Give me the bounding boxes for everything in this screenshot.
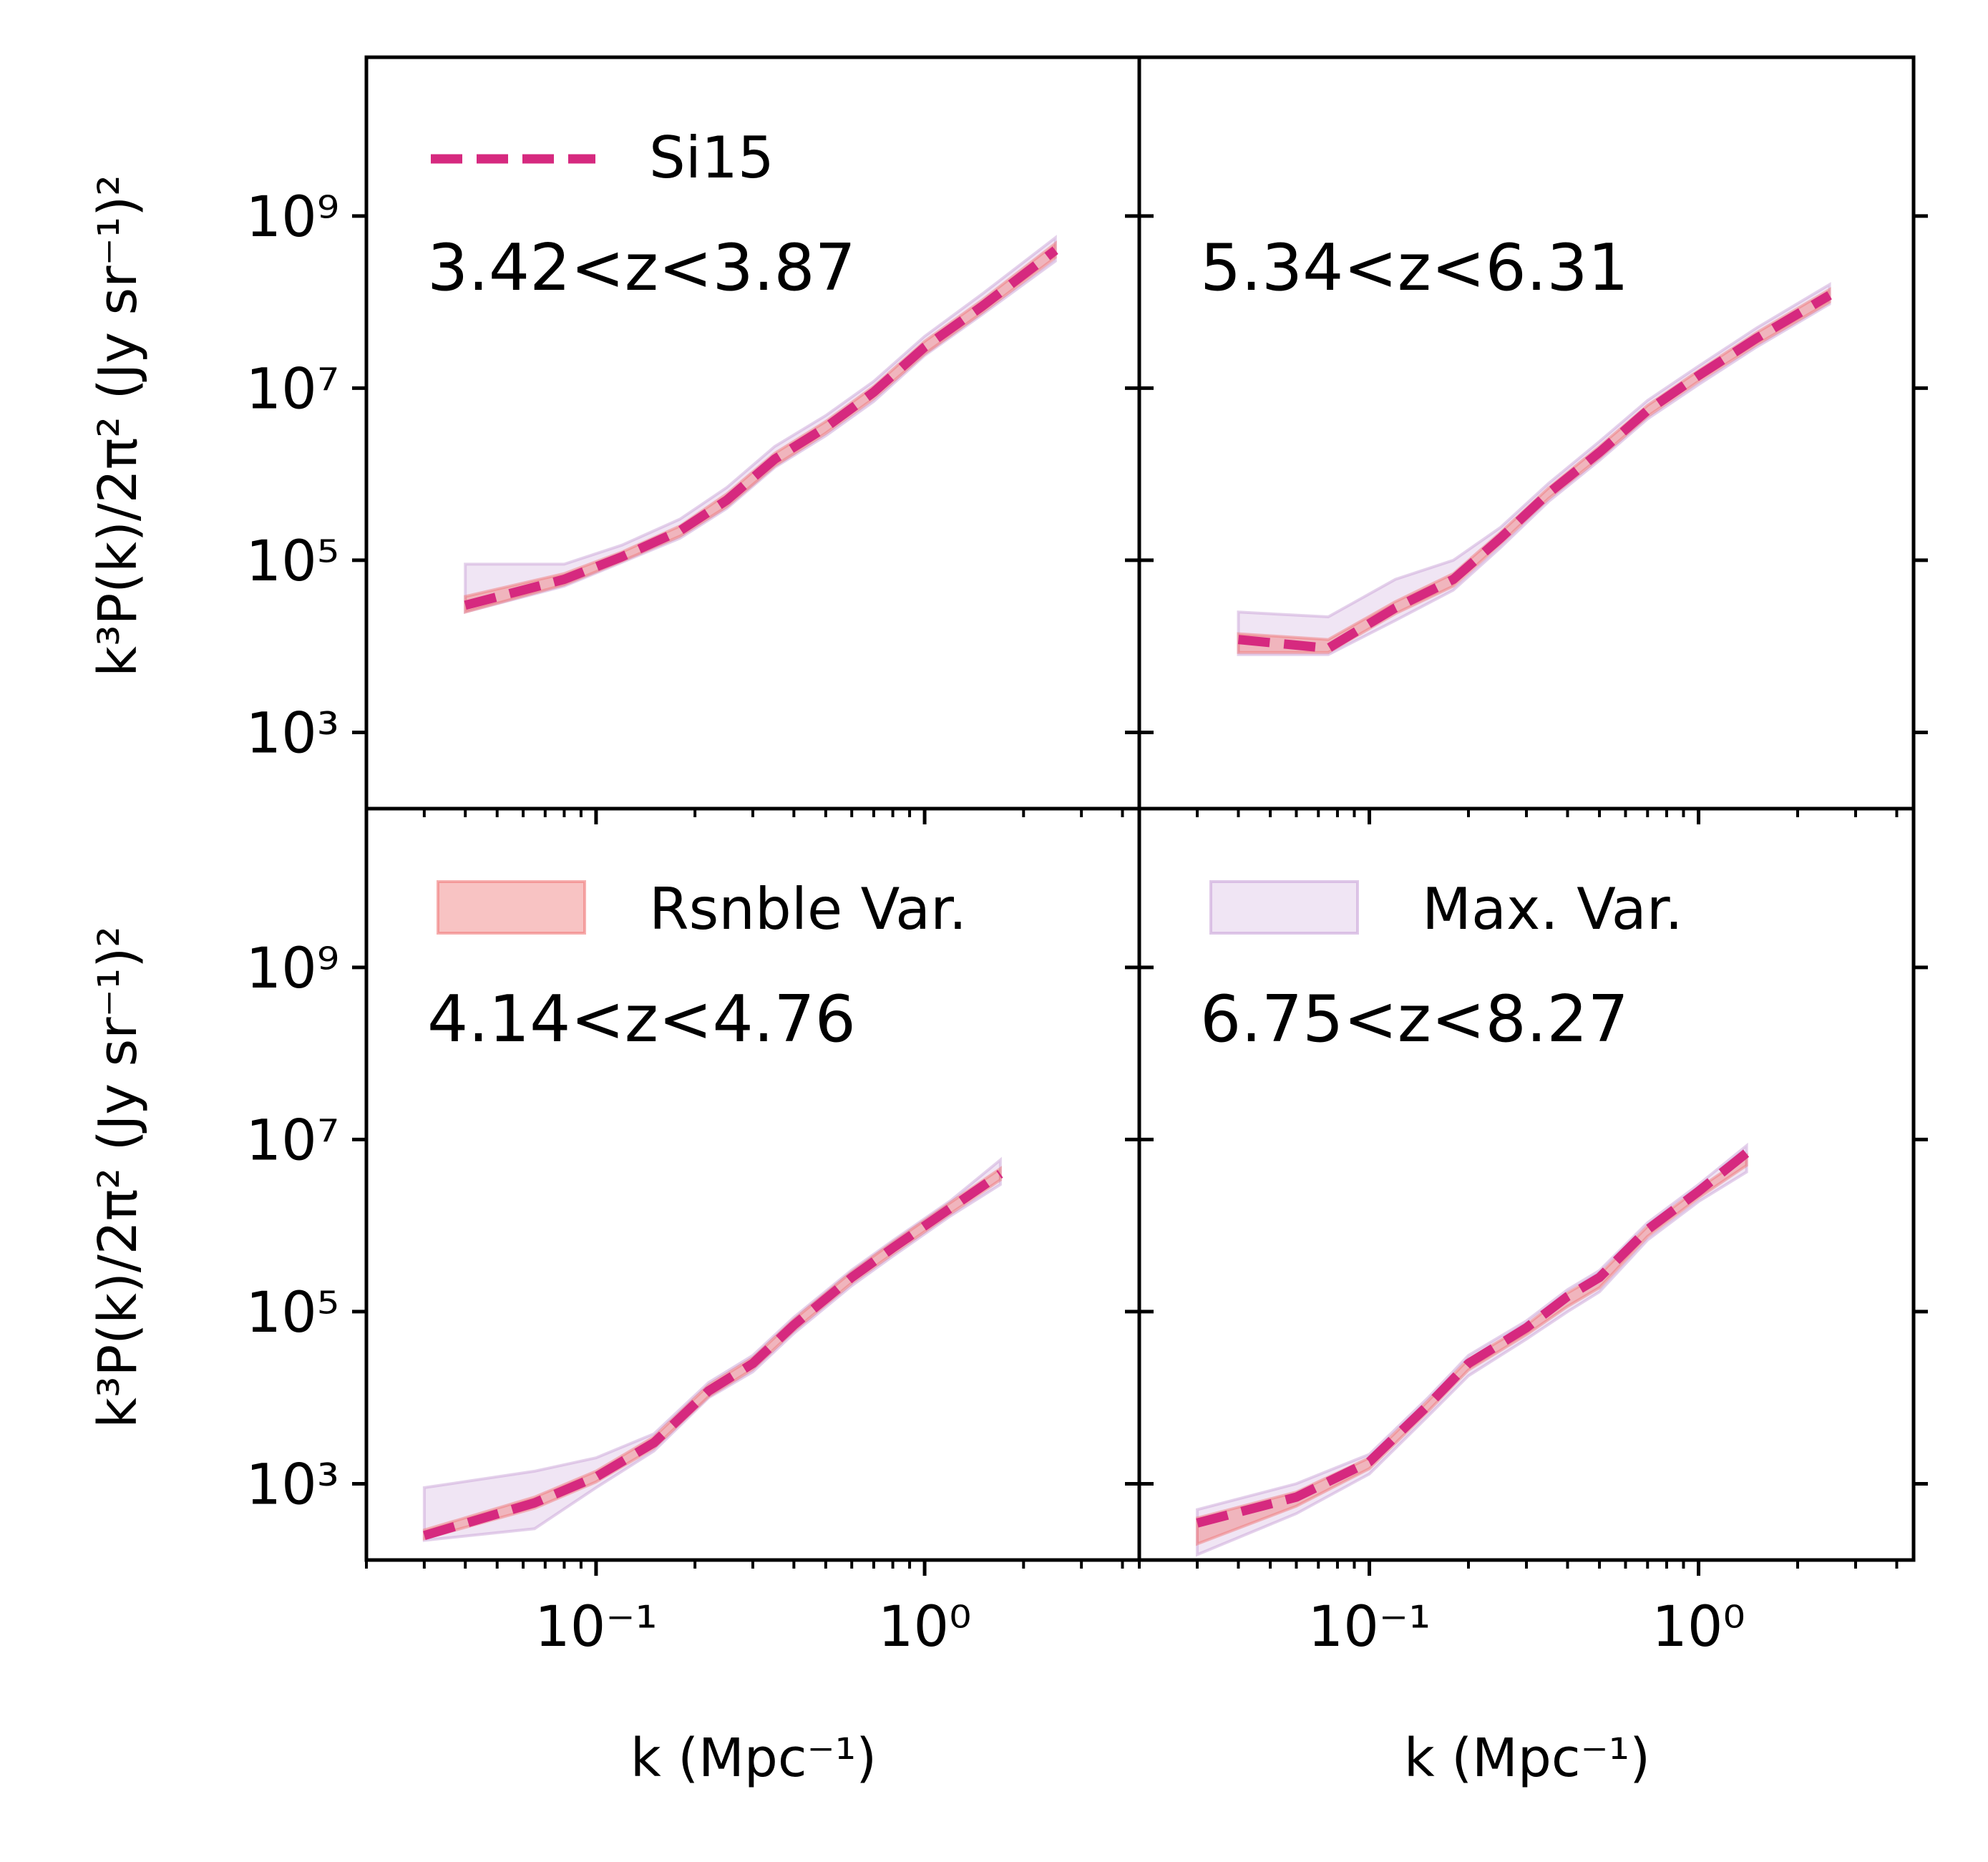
si15-line-bottom-right [1196,1149,1750,1528]
si15-point-top-left-5 [774,459,776,460]
zrange-label-top-left: 3.42<z<3.87 [427,230,856,306]
si15-point-bottom-left-2 [595,1476,597,1478]
si15-point-bottom-right-10 [1746,1152,1748,1154]
si15-point-bottom-left-8 [892,1247,894,1249]
si15-point-bottom-right-1 [1296,1496,1297,1498]
si15-point-top-left-1 [563,579,565,580]
si15-line-top-left [464,246,1058,610]
y-axis-title-top: k³P(k)/2π² (Jy sr⁻¹)² [87,175,149,677]
si15-point-top-left-8 [924,346,925,348]
si15-point-bottom-left-9 [950,1207,951,1209]
panel-top-left: 10³ 10⁵ 10⁷ 10⁹ 3.42<z<3.87 Si15 [245,55,1154,824]
x-axis-title-left: k (Mpc⁻¹) [630,1727,877,1789]
y-axis-title-bottom: k³P(k)/2π² (Jy sr⁻¹)² [87,926,149,1428]
si15-point-bottom-right-9 [1698,1191,1700,1192]
si15-point-bottom-left-10 [1000,1173,1001,1174]
si15-line-top-right [1237,291,1832,653]
si15-point-top-left-6 [825,426,827,428]
panel-bottom-right: 10⁻¹ 10⁰ 6.75<z<8.27 Max. Var. [1125,806,1928,1659]
si15-point-bottom-right-5 [1526,1327,1527,1328]
si15-point-top-left-3 [679,530,681,532]
si15-point-top-right-9 [1756,338,1758,339]
plot-layer: 10³ 10⁵ 10⁷ 10⁹ 3.42<z<3.87 Si15 5.34<z<6.31 10… [245,55,1928,1659]
legend-line-label: Si15 [649,125,774,191]
maxvar-band-bottom-right [1196,1142,1748,1557]
x-tick-label: 10⁻¹ [535,1595,658,1659]
legend-rsnble-swatch [437,880,586,935]
si15-point-top-right-10 [1829,295,1831,296]
si15-point-bottom-left-7 [851,1277,852,1278]
x-tick-label: 10⁰ [1652,1595,1745,1659]
legend-maxvar-label: Max. Var. [1422,876,1683,942]
y-tick-label: 10⁵ [245,530,339,594]
si15-point-bottom-left-1 [534,1502,535,1503]
si15-point-top-left-9 [982,306,983,307]
si15-line-bottom-left [423,1169,1003,1541]
si15-point-bottom-left-5 [752,1363,754,1364]
panel-top-right: 5.34<z<6.31 [1125,55,1928,824]
si15-point-top-right-2 [1395,607,1396,608]
maxvar-band-bottom-left [422,1156,1002,1542]
legend-rsnble-label: Rsnble Var. [649,876,967,942]
si15-point-top-left-4 [726,499,728,501]
legend-maxvar-swatch [1209,880,1359,935]
maxvar-band-top-right [1237,282,1831,656]
si15-point-top-left-0 [464,605,466,606]
si15-point-bottom-left-3 [653,1442,655,1443]
si15-point-top-right-0 [1238,639,1239,640]
panel-bottom-left: 10³ 10⁵ 10⁷ 10⁹ 10⁻¹ 10⁰ 4.14<z<4.76 Rsnble Var… [245,806,1154,1659]
si15-point-top-right-7 [1647,410,1648,411]
si15-point-bottom-right-4 [1468,1363,1469,1364]
si15-point-top-right-4 [1500,537,1501,539]
si15-point-top-right-8 [1698,375,1700,376]
si15-point-top-right-6 [1599,452,1600,453]
y-tick-label: 10⁷ [245,1108,339,1173]
si15-point-bottom-right-3 [1427,1405,1428,1407]
x-tick-label: 10⁻¹ [1308,1595,1431,1659]
si15-point-bottom-right-0 [1197,1522,1198,1524]
si15-point-top-left-7 [873,391,874,393]
si15-point-bottom-right-6 [1567,1296,1569,1297]
si15-point-bottom-left-4 [708,1390,709,1392]
si15-point-top-left-10 [1055,250,1056,251]
y-tick-label: 10³ [245,1453,339,1517]
maxvar-band-top-left [464,235,1057,614]
y-tick-label: 10⁷ [245,357,339,421]
si15-point-top-right-3 [1453,579,1454,580]
y-tick-label: 10³ [245,701,339,766]
zrange-label-bottom-right: 6.75<z<8.27 [1200,982,1629,1057]
x-axis-title-right: k (Mpc⁻¹) [1404,1727,1650,1789]
si15-point-top-right-5 [1548,492,1549,494]
zrange-label-bottom-left: 4.14<z<4.76 [427,982,856,1057]
si15-point-bottom-left-0 [424,1535,425,1536]
si15-point-bottom-right-7 [1599,1277,1600,1278]
y-tick-label: 10⁹ [245,185,339,250]
rsnble-band-top-left [464,240,1057,614]
y-tick-label: 10⁹ [245,937,339,1001]
zrange-label-top-right: 5.34<z<6.31 [1200,230,1629,306]
si15-point-bottom-right-8 [1647,1229,1648,1230]
si15-point-bottom-left-6 [793,1325,794,1326]
y-tick-label: 10⁵ [245,1281,339,1345]
x-tick-label: 10⁰ [878,1595,972,1659]
si15-point-bottom-right-2 [1369,1461,1370,1463]
si15-point-top-right-1 [1327,648,1329,649]
si15-point-top-left-2 [621,556,623,557]
